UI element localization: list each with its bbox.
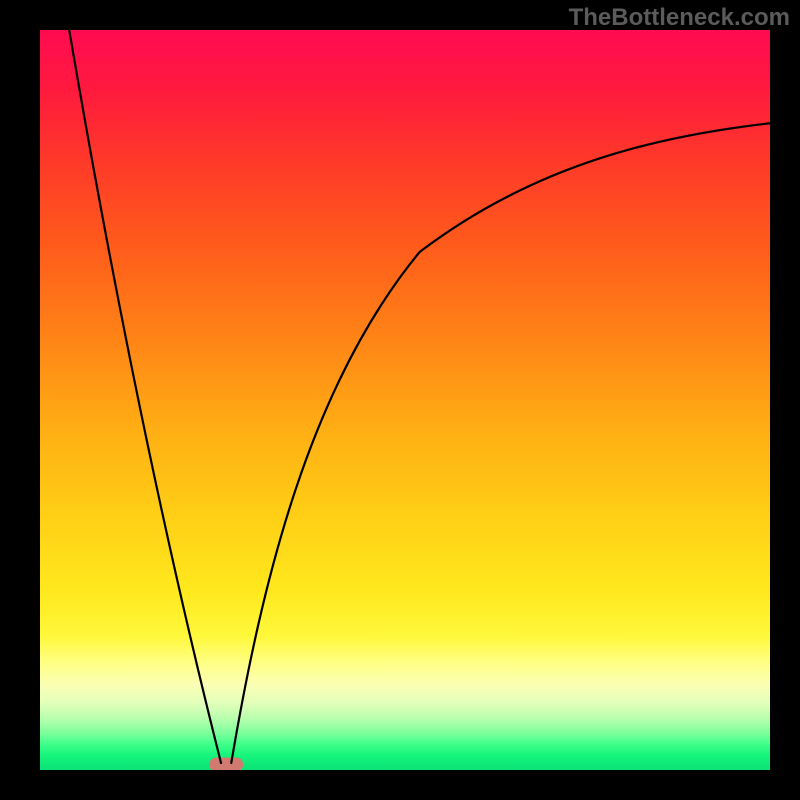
frame-border-right <box>770 0 800 800</box>
bottleneck-marker <box>209 757 243 771</box>
frame-border-left <box>0 0 40 800</box>
bottleneck-chart <box>0 0 800 800</box>
chart-container: TheBottleneck.com <box>0 0 800 800</box>
chart-layers <box>0 0 800 800</box>
watermark-text: TheBottleneck.com <box>569 4 790 32</box>
frame-border-bottom <box>0 770 800 800</box>
